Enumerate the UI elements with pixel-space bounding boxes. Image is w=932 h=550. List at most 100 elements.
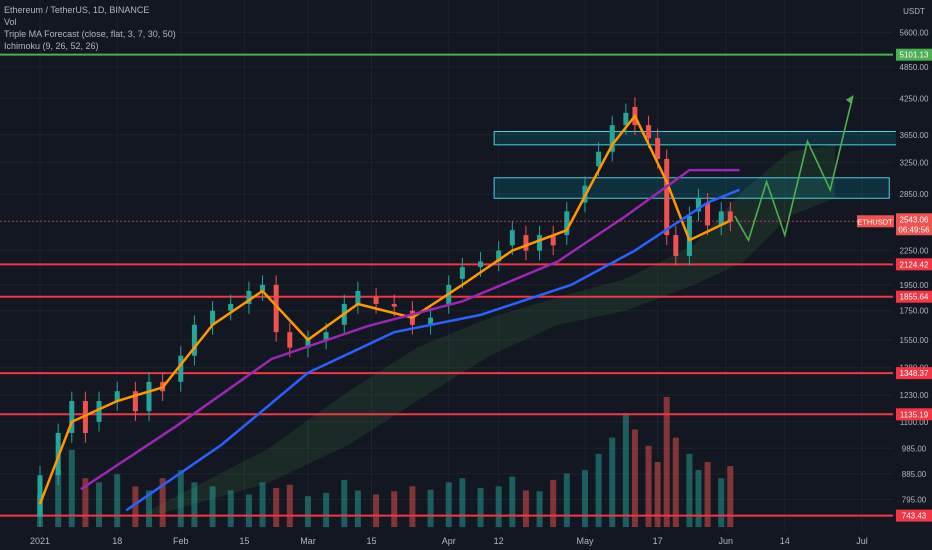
candle-body xyxy=(287,332,293,348)
time-tick-label: Jul xyxy=(856,536,868,546)
candle-body xyxy=(323,332,329,340)
price-tick-label: 4250.00 xyxy=(900,94,929,103)
candle-body xyxy=(696,198,702,212)
volume-bar xyxy=(522,490,529,527)
time-tick-label: 15 xyxy=(239,536,249,546)
volume-bar xyxy=(341,479,348,527)
candle-body xyxy=(355,291,361,304)
level-price-tag xyxy=(896,290,932,303)
price-tick-label: 885.00 xyxy=(902,470,927,479)
time-tick-label: May xyxy=(576,536,594,546)
volume-bar xyxy=(622,413,629,527)
price-tick-label: 1750.00 xyxy=(900,307,929,316)
candle-body xyxy=(373,297,379,304)
price-tick-label: 1230.00 xyxy=(900,391,929,400)
ma-line xyxy=(38,113,731,505)
price-tick-label: 1950.00 xyxy=(900,281,929,290)
candle-body xyxy=(478,261,484,268)
volume-bar xyxy=(645,445,652,527)
candle-body xyxy=(305,339,311,348)
candle-body xyxy=(537,235,543,251)
candle-body xyxy=(509,230,515,246)
candle-body xyxy=(391,303,397,307)
volume-bar xyxy=(245,494,252,527)
level-price-label: 743.43 xyxy=(902,512,927,521)
volume-bar xyxy=(686,453,693,527)
volume-bar xyxy=(273,488,280,527)
volume-bar xyxy=(323,492,330,527)
time-tick-label: Mar xyxy=(300,536,316,546)
ichimoku-label[interactable]: Ichimoku (9, 26, 52, 26) xyxy=(4,41,99,51)
candle-body xyxy=(718,211,724,226)
current-price-value: 2543.06 xyxy=(900,215,929,224)
price-tick-label: 1550.00 xyxy=(900,336,929,345)
volume-bar xyxy=(132,486,139,527)
vol-indicator-label[interactable]: Vol xyxy=(4,17,17,27)
resistance-zone xyxy=(493,131,932,146)
time-tick-label: 18 xyxy=(112,536,122,546)
time-tick-label: 14 xyxy=(780,536,790,546)
candle-body xyxy=(178,355,184,382)
candle-body xyxy=(550,235,556,246)
price-tick-label: 985.00 xyxy=(902,444,927,453)
ticker-label: ETHUSDT xyxy=(857,217,893,226)
candle-body xyxy=(705,202,711,226)
volume-bar xyxy=(663,397,670,527)
volume-bar xyxy=(227,490,234,527)
chart-legend: Ethereum / TetherUS, 1D, BINANCE Vol Tri… xyxy=(4,4,176,52)
volume-bar xyxy=(304,496,311,527)
triple-ma-label[interactable]: Triple MA Forecast (close, flat, 3, 7, 3… xyxy=(4,29,176,39)
candle-body xyxy=(727,211,733,222)
volume-bar xyxy=(445,482,452,527)
price-tick-label: 3250.00 xyxy=(900,159,929,168)
volume-bar xyxy=(563,473,570,527)
level-price-tag xyxy=(896,509,932,522)
candle-body xyxy=(428,317,434,325)
volume-bar xyxy=(286,484,293,527)
countdown-label: 06:49:56 xyxy=(898,225,930,234)
level-price-label: 2124.42 xyxy=(900,260,929,269)
candle-body xyxy=(523,235,529,251)
volume-bar xyxy=(409,486,416,527)
candle-body xyxy=(596,151,602,167)
volume-bar xyxy=(159,478,166,527)
time-tick-label: 17 xyxy=(653,536,663,546)
forecast-arrowhead xyxy=(845,95,853,105)
volume-bar xyxy=(704,462,711,527)
candle-body xyxy=(69,401,75,433)
volume-bar xyxy=(191,482,198,527)
candle-body xyxy=(82,401,88,433)
price-axis-bg xyxy=(896,0,932,550)
time-tick-label: 15 xyxy=(367,536,377,546)
volume-bar xyxy=(55,470,62,527)
volume-bar xyxy=(509,476,516,527)
candle-body xyxy=(114,391,120,402)
level-price-label: 5101.13 xyxy=(900,51,929,60)
price-tick-label: 4850.00 xyxy=(900,63,929,72)
volume-bar xyxy=(550,479,557,527)
volume-bar xyxy=(459,478,466,527)
candle-body xyxy=(673,235,679,256)
volume-bar xyxy=(718,478,725,527)
volume-bar xyxy=(354,490,361,527)
time-axis-bg xyxy=(0,532,932,550)
candle-body xyxy=(260,284,266,292)
ma-line xyxy=(80,168,740,491)
symbol-title[interactable]: Ethereum / TetherUS, 1D, BINANCE xyxy=(4,5,150,15)
candle-body xyxy=(564,211,570,236)
candle-body xyxy=(191,324,197,356)
ichimoku-cloud xyxy=(149,144,835,517)
volume-bar xyxy=(145,490,152,527)
current-price-tag xyxy=(896,213,932,236)
volume-bar xyxy=(581,470,588,527)
time-tick-label: Jun xyxy=(718,536,733,546)
candle-body xyxy=(37,475,43,517)
candle-body xyxy=(210,310,216,325)
volume-bar xyxy=(631,429,638,527)
ma-line xyxy=(125,188,740,512)
volume-bar xyxy=(259,482,266,527)
time-tick-label: Feb xyxy=(173,536,189,546)
forecast-path xyxy=(734,95,854,243)
